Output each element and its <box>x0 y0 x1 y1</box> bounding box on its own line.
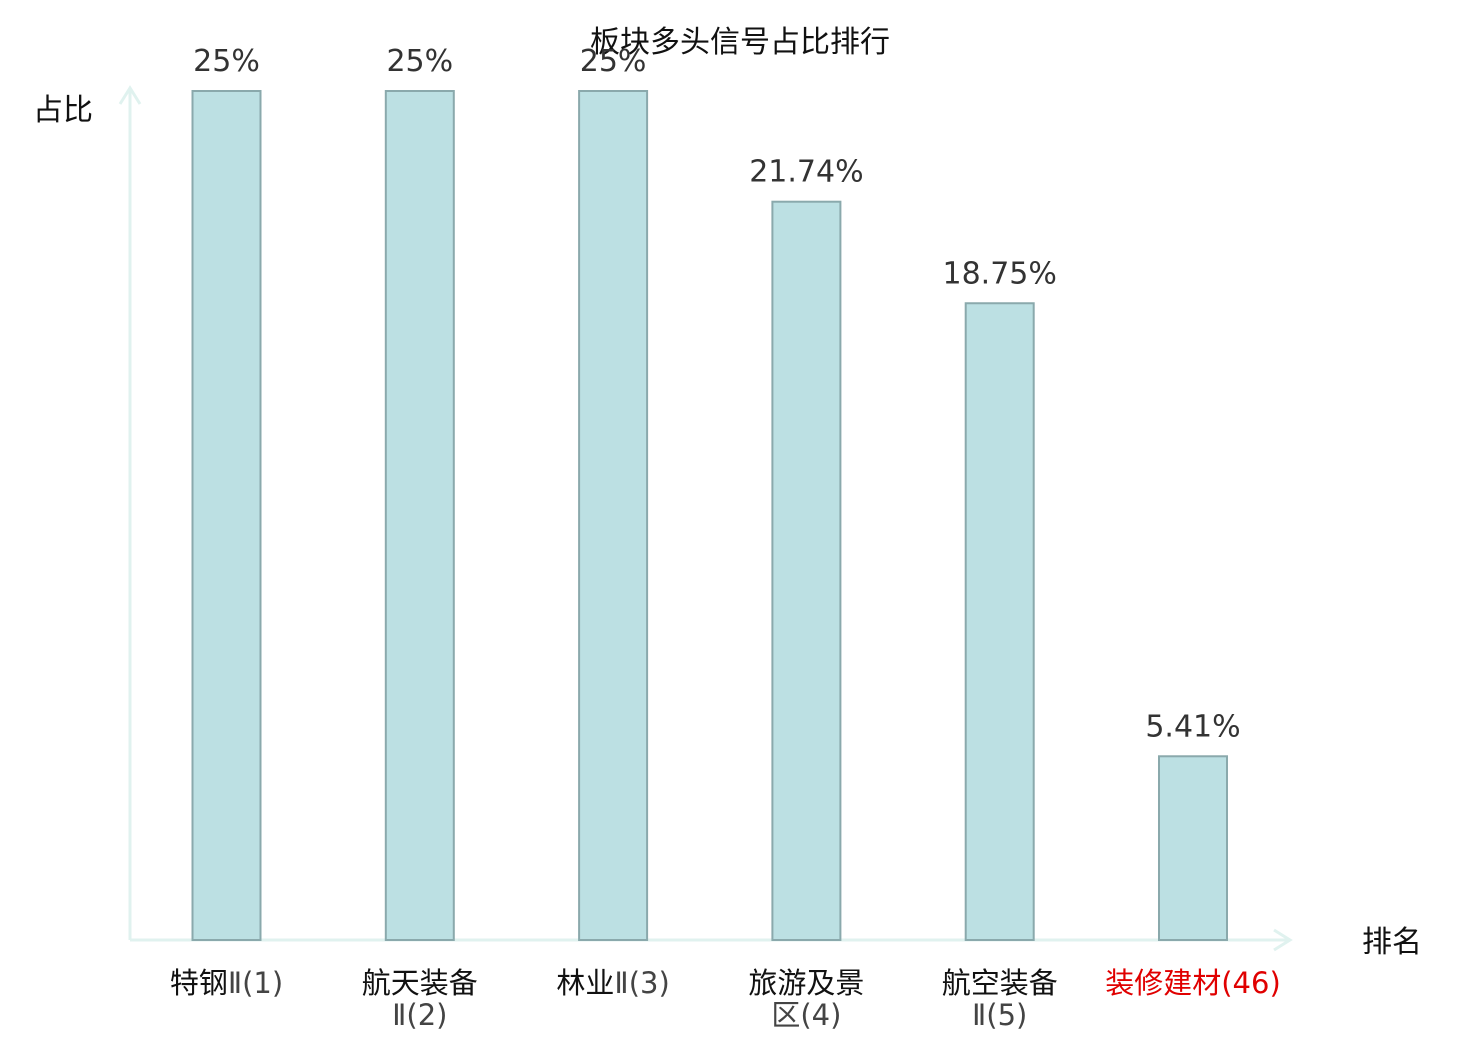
tick-name: 旅游及景 <box>748 966 864 1000</box>
bars-group <box>191 90 1228 942</box>
tick-name: 林业 <box>556 966 614 1000</box>
tick-suffix: Ⅱ(2) <box>392 998 447 1032</box>
value-label-4: 21.74% <box>749 155 863 190</box>
tick-name: 特钢 <box>170 966 228 1000</box>
tick-suffix: (46) <box>1221 966 1281 1000</box>
y-axis-label: 占比 <box>33 93 93 128</box>
tick-suffix: Ⅱ(5) <box>972 998 1027 1032</box>
tick-suffix: Ⅱ(1) <box>228 966 283 1000</box>
tick-name: 装修建材 <box>1105 966 1221 1000</box>
value-label-3: 25% <box>580 44 647 79</box>
tick-name: 航空装备 <box>942 966 1058 1000</box>
value-label-5: 18.75% <box>943 256 1057 291</box>
x-tick-label-2: 航天装备 Ⅱ(2) <box>362 966 478 1032</box>
x-tick-label-5: 航空装备 Ⅱ(5) <box>942 966 1058 1032</box>
bar-4 <box>771 200 842 941</box>
bar-1 <box>191 90 262 941</box>
axes <box>118 85 1293 952</box>
bar-2 <box>384 90 455 941</box>
x-tick-label-4: 旅游及景区(4) <box>748 966 864 1032</box>
value-label-2: 25% <box>386 44 453 79</box>
tick-suffix: Ⅱ(3) <box>614 966 669 1000</box>
value-label-6: 5.41% <box>1145 709 1240 744</box>
tick-name: 航天装备 <box>362 966 478 1000</box>
tick-suffix: 区(4) <box>771 998 841 1032</box>
chart-title: 板块多头信号占比排行 <box>590 25 890 60</box>
x-tick-labels-group: 特钢Ⅱ(1) 航天装备 Ⅱ(2) 林业Ⅱ(3) 旅游及景区(4) 航空装备 Ⅱ(5) 装修建材… <box>170 966 1281 1032</box>
value-labels-group: 25% 25% 25% 21.74% 18.75% 5.41% <box>193 44 1241 744</box>
x-tick-label-6: 装修建材(46) <box>1105 966 1281 1000</box>
value-label-1: 25% <box>193 44 260 79</box>
x-tick-label-1: 特钢Ⅱ(1) <box>170 966 283 1000</box>
y-axis-arrow <box>118 85 142 105</box>
bar-3 <box>578 90 649 941</box>
x-axis-label: 排名 <box>1362 925 1422 960</box>
bar-6 <box>1158 755 1228 942</box>
bar-5 <box>964 302 1035 941</box>
x-tick-label-3: 林业Ⅱ(3) <box>556 966 669 1000</box>
x-axis-arrow <box>1273 928 1293 952</box>
